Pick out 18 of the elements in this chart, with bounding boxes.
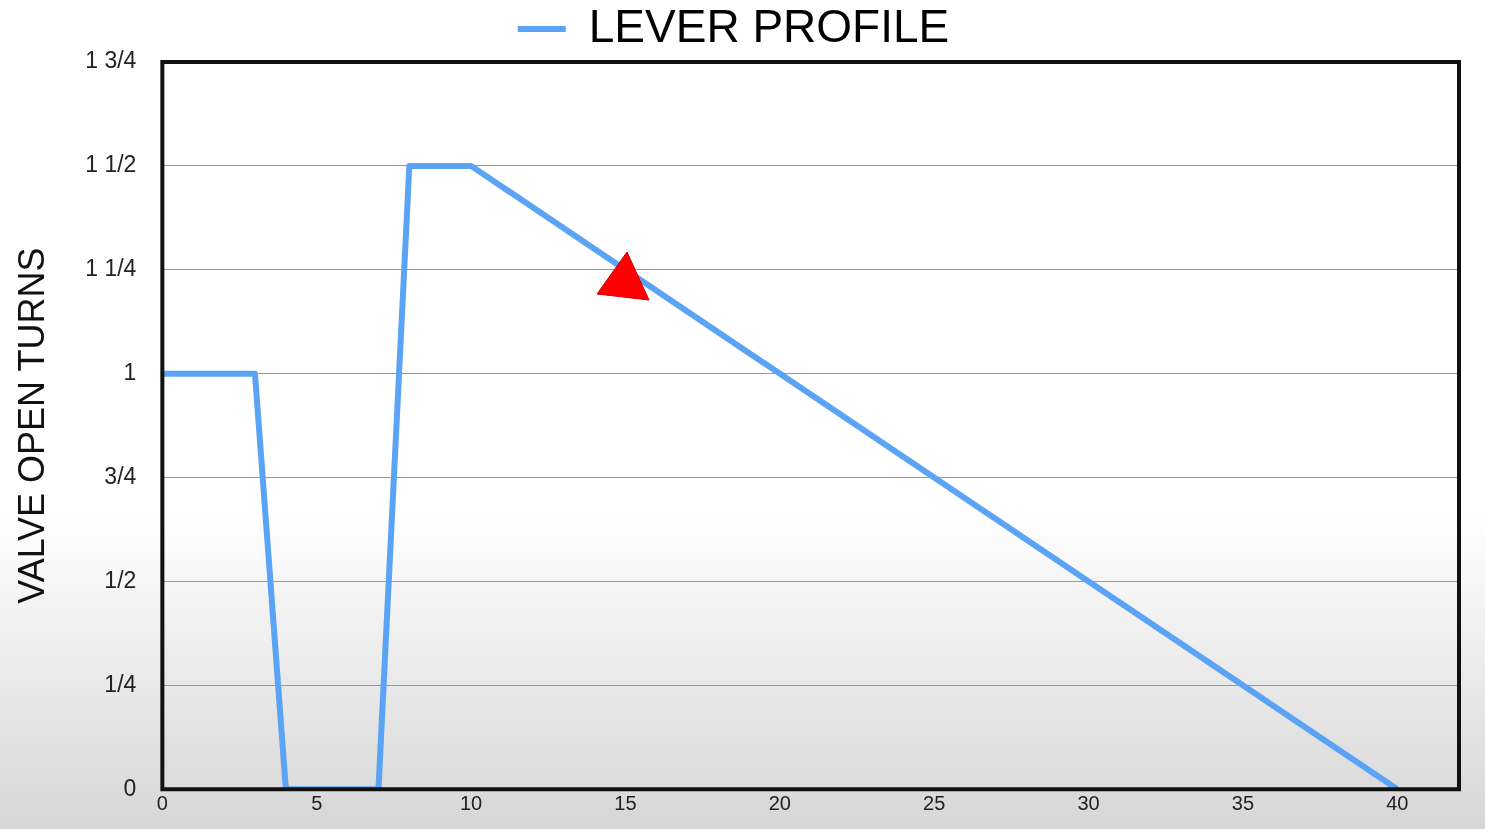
x-tick-label: 5 [311,791,323,814]
y-tick-label: 1/2 [104,566,137,593]
x-tick-label: 10 [459,791,483,814]
x-tick-label: 15 [614,791,637,814]
y-tick-label: 1 1/2 [85,151,137,178]
y-tick-label: 1/4 [104,670,137,697]
x-tick-label: 40 [1386,791,1409,814]
x-tick-label: 35 [1231,791,1255,814]
x-tick-label: 20 [768,791,791,814]
y-tick-label: 1 1/4 [85,255,137,282]
y-tick-label: 3/4 [104,462,137,489]
legend-label: LEVER PROFILE [588,0,950,52]
y-tick-label: 1 [123,359,137,385]
y-tick-label: 1 3/4 [85,47,137,74]
x-tick-label: 0 [156,791,168,814]
x-tick-label: 30 [1077,791,1100,814]
y-axis-title: VALVE OPEN TURNS [10,247,52,604]
x-tick-label: 25 [923,791,946,814]
